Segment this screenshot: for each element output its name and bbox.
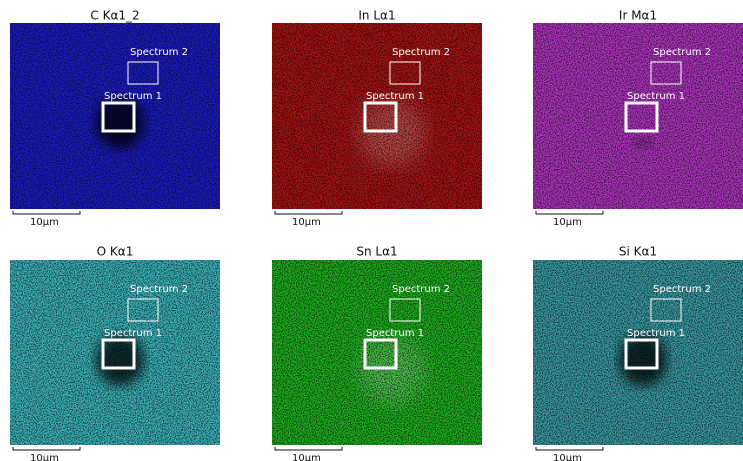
spectrum-1-label: Spectrum 1: [366, 91, 424, 102]
eds-map-grid: C Kα1_2 Spectrum 2 Spectrum 1 10µm In Lα1 Spe…: [0, 0, 743, 461]
spectrum-2-label: Spectrum 2: [653, 284, 711, 295]
map-panel: Ir Mα1 Spectrum 2 Spectrum 1 10µm: [533, 9, 743, 229]
spectrum-1-label: Spectrum 1: [104, 328, 162, 339]
map-panel: O Kα1 Spectrum 2 Spectrum 1 10µm: [10, 245, 220, 461]
spectrum-2-label: Spectrum 2: [392, 284, 450, 295]
noise: [10, 260, 220, 445]
map-image: [10, 260, 220, 445]
spectrum-2-label: Spectrum 2: [653, 47, 711, 58]
spectrum-1-label: Spectrum 1: [104, 91, 162, 102]
map-title: C Kα1_2: [90, 9, 139, 23]
spectrum-2-label: Spectrum 2: [130, 284, 188, 295]
map-image: [10, 23, 220, 209]
spectrum-2-label: Spectrum 2: [130, 47, 188, 58]
scale-label: 10µm: [292, 217, 321, 228]
scale-bar: [275, 447, 342, 450]
map-image: [533, 260, 743, 445]
spectrum-1-label: Spectrum 1: [366, 328, 424, 339]
scale-bar: [13, 447, 80, 450]
map-title: Ir Mα1: [619, 9, 657, 23]
map-panel: C Kα1_2 Spectrum 2 Spectrum 1 10µm: [10, 9, 220, 229]
map-title: Si Kα1: [619, 245, 657, 259]
map-image: [533, 23, 743, 209]
scale-bar: [536, 447, 603, 450]
scale-label: 10µm: [30, 217, 59, 228]
noise: [533, 23, 743, 209]
scale-label: 10µm: [553, 453, 582, 461]
scale-bar: [13, 211, 80, 214]
scale-label: 10µm: [292, 453, 321, 461]
noise: [10, 23, 220, 209]
scale-bar: [275, 211, 342, 214]
map-title: In Lα1: [358, 9, 395, 23]
map-panel: Sn Lα1 Spectrum 2 Spectrum 1 10µm: [272, 245, 482, 461]
noise: [533, 260, 743, 445]
spectrum-1-label: Spectrum 1: [627, 328, 685, 339]
scale-bar: [536, 211, 603, 214]
map-panel: Si Kα1 Spectrum 2 Spectrum 1 10µm: [533, 245, 743, 461]
map-panel: In Lα1 Spectrum 2 Spectrum 1 10µm: [272, 9, 482, 229]
map-title: O Kα1: [97, 245, 134, 259]
map-title: Sn Lα1: [356, 245, 397, 259]
noise: [272, 23, 482, 209]
scale-label: 10µm: [30, 453, 59, 461]
map-image: [272, 260, 482, 445]
map-image: [272, 23, 482, 209]
scale-label: 10µm: [553, 217, 582, 228]
noise: [272, 260, 482, 445]
spectrum-2-label: Spectrum 2: [392, 47, 450, 58]
spectrum-1-label: Spectrum 1: [627, 91, 685, 102]
